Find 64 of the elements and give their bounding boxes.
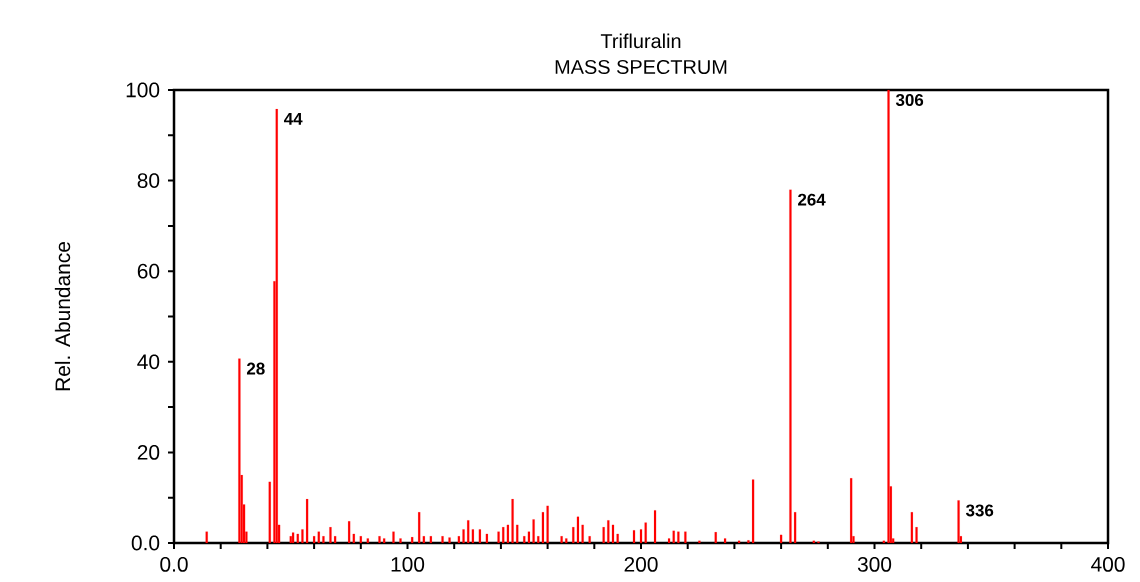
bar <box>576 516 580 544</box>
x-tick-label: 300 <box>857 556 892 572</box>
y-tick-label: 60 <box>137 263 160 279</box>
bar <box>457 536 460 544</box>
bar <box>653 510 657 544</box>
bar <box>751 479 755 544</box>
annotation: 28 <box>246 362 265 375</box>
y-tick-label: 0.0 <box>131 535 160 551</box>
bar <box>359 536 362 544</box>
bar <box>238 358 241 544</box>
bar <box>611 524 615 544</box>
bar <box>383 538 386 544</box>
bar <box>334 536 337 544</box>
bar <box>411 537 414 544</box>
annotation: 44 <box>284 113 303 125</box>
y-tick-label: 40 <box>137 354 160 370</box>
bar <box>429 536 432 544</box>
bar <box>684 531 687 544</box>
bar <box>497 531 500 544</box>
x-tick-label: 100 <box>391 556 425 572</box>
y-tick-label: 100 <box>126 82 160 98</box>
bar <box>305 498 309 544</box>
x-tick-label: 0.0 <box>160 556 188 572</box>
bar <box>698 540 701 544</box>
bar <box>882 540 885 544</box>
bar <box>794 512 797 544</box>
bar <box>714 532 717 544</box>
bar <box>478 529 482 544</box>
bar <box>602 527 605 544</box>
bar <box>850 478 853 544</box>
bar <box>632 530 636 544</box>
bar <box>291 532 295 544</box>
bar <box>268 481 271 544</box>
bar <box>516 524 519 544</box>
bar <box>812 540 815 544</box>
bar <box>322 536 325 544</box>
bar <box>677 531 680 544</box>
bar <box>366 538 369 544</box>
y-tick-label: 20 <box>137 444 160 460</box>
annotation: 306 <box>895 93 924 106</box>
bar <box>737 540 741 544</box>
bar <box>910 512 913 544</box>
bar <box>448 537 451 544</box>
bar <box>205 531 208 544</box>
bar <box>560 536 563 544</box>
bar <box>392 531 395 544</box>
bar <box>565 538 568 544</box>
y-axis-title: Rel. Abundance <box>54 242 71 391</box>
chart-title: Trifluralin <box>600 33 681 49</box>
bar <box>441 536 444 544</box>
annotation: 264 <box>798 193 826 206</box>
bar <box>780 534 783 544</box>
bar <box>957 500 960 544</box>
bar <box>275 108 278 544</box>
annotation: 336 <box>965 504 994 517</box>
x-tick-label: 400 <box>1091 556 1125 572</box>
bar <box>723 538 727 544</box>
x-tick-label: 200 <box>624 556 658 572</box>
y-tick-label: 80 <box>137 173 160 188</box>
bar <box>289 536 292 544</box>
chart-subtitle: MASS SPECTRUM <box>555 59 727 75</box>
bar <box>588 536 591 544</box>
bar <box>399 538 402 544</box>
bar <box>485 533 489 544</box>
